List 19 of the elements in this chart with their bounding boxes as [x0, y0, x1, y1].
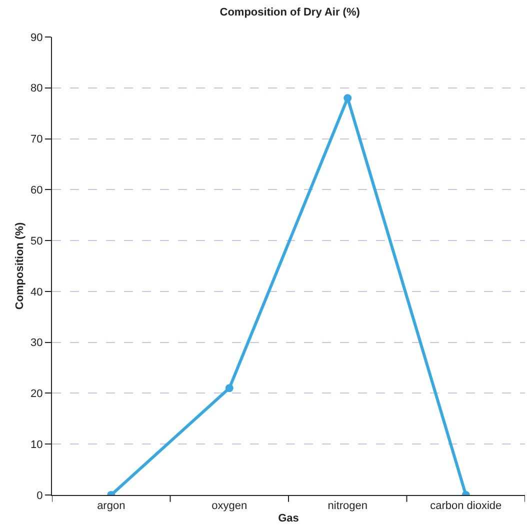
- y-tick-label: 70: [30, 134, 43, 146]
- y-tick-label: 40: [30, 286, 43, 298]
- y-tick-label: 0: [36, 490, 43, 502]
- point: [225, 384, 234, 392]
- x-axis-title: Gas: [278, 512, 299, 524]
- y-tick-label: 20: [30, 388, 43, 400]
- y-tick-label: 10: [30, 438, 43, 451]
- x-tick-label: argon: [97, 500, 126, 512]
- x-tick-label: oxygen: [212, 500, 248, 512]
- y-tick-label: 60: [30, 184, 43, 197]
- y-axis-title: Composition (%): [14, 222, 26, 310]
- x-tick-label: nitrogen: [328, 500, 368, 512]
- point: [344, 94, 352, 102]
- x-tick-label: carbon dioxide: [430, 500, 502, 512]
- y-tick-label: 90: [30, 32, 43, 44]
- y-tick-label: 80: [30, 82, 43, 95]
- chart-title: Composition of Dry Air (%): [220, 6, 360, 19]
- y-tick-label: 50: [30, 235, 43, 248]
- y-tick-label: 30: [30, 337, 43, 350]
